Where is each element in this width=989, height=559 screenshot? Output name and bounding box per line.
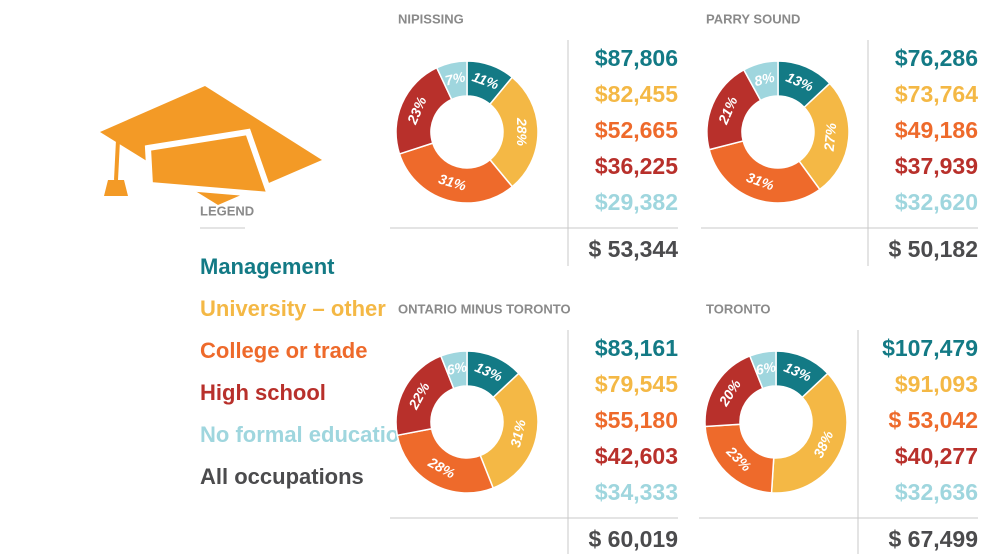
- income-label: $55,180: [595, 407, 678, 433]
- segment-label: 28%: [514, 117, 530, 147]
- legend-item: No formal education: [200, 422, 413, 447]
- income-label: $32,620: [895, 189, 978, 215]
- income-label: $32,636: [895, 479, 978, 505]
- legend-item: College or trade: [200, 338, 367, 363]
- donut-segment: [435, 60, 468, 101]
- income-label: $87,806: [595, 45, 678, 71]
- donut-segment: [398, 142, 514, 204]
- income-label: $91,093: [895, 371, 978, 397]
- chart-title: TORONTO: [706, 301, 771, 316]
- income-label: $36,225: [595, 153, 678, 179]
- donut-segment: [439, 350, 468, 390]
- income-label: $37,939: [895, 153, 978, 179]
- income-label: $42,603: [595, 443, 678, 469]
- segment-label: 8%: [753, 69, 777, 90]
- income-label: $79,545: [595, 371, 678, 397]
- income-label: $52,665: [595, 117, 678, 143]
- legend-item: Management: [200, 254, 335, 279]
- income-label: $ 53,042: [888, 407, 978, 433]
- income-label: $40,277: [895, 443, 978, 469]
- income-label: $73,764: [895, 81, 978, 107]
- donut-segment: [396, 427, 495, 494]
- total-label: $ 67,499: [888, 526, 978, 552]
- income-label: $107,479: [882, 335, 978, 361]
- legend-item: All occupations: [200, 464, 364, 489]
- legend-title: LEGEND: [200, 203, 254, 218]
- total-label: $ 53,344: [588, 236, 678, 262]
- donut-segment: [708, 140, 821, 204]
- chart-title: PARRY SOUND: [706, 11, 800, 26]
- total-label: $ 50,182: [888, 236, 978, 262]
- income-label: $29,382: [595, 189, 678, 215]
- donut-segment: [742, 60, 779, 102]
- donut-segment: [479, 372, 539, 489]
- legend-item: University – other: [200, 296, 386, 321]
- income-label: $34,333: [595, 479, 678, 505]
- segment-label: 6%: [754, 358, 777, 378]
- legend-item: High school: [200, 380, 326, 405]
- donut-segment: [748, 350, 777, 390]
- segment-label: 31%: [437, 171, 469, 194]
- income-label: $49,186: [895, 117, 978, 143]
- segment-label: 27%: [821, 122, 840, 153]
- segment-label: 6%: [445, 358, 468, 378]
- income-label: $83,161: [595, 335, 678, 361]
- segment-label: 31%: [507, 417, 529, 448]
- donut-segment: [770, 372, 848, 494]
- segment-label: 7%: [443, 68, 467, 88]
- chart-title: ONTARIO MINUS TORONTO: [398, 301, 571, 316]
- income-label: $76,286: [895, 45, 978, 71]
- total-label: $ 60,019: [588, 526, 678, 552]
- donut-segment: [488, 76, 539, 188]
- income-label: $82,455: [595, 81, 678, 107]
- chart-title: NIPISSING: [398, 11, 464, 26]
- donut-segment: [798, 82, 850, 191]
- graduation-cap-icon: [100, 86, 322, 205]
